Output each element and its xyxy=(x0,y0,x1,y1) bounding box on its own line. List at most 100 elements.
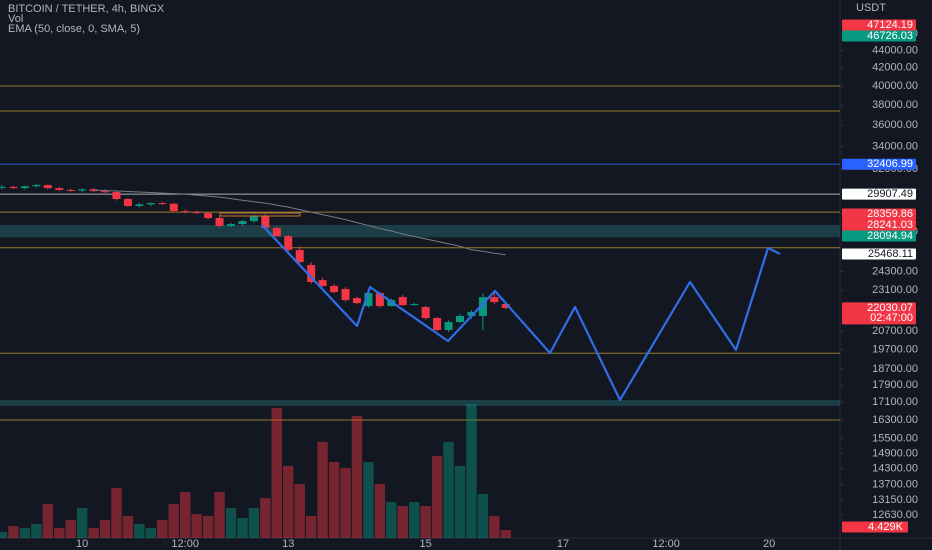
x-tick-label: 20 xyxy=(763,538,775,550)
candle-body xyxy=(55,188,64,190)
candle-body xyxy=(146,203,155,205)
y-tick-label: 40000.00 xyxy=(872,80,918,92)
price-tag xyxy=(842,158,916,170)
y-tick-label: 17100.00 xyxy=(872,396,918,408)
volume-bar xyxy=(340,467,351,538)
volume-bar xyxy=(305,515,317,538)
volume-bar xyxy=(237,517,248,538)
volume-tag-label: 4.429K xyxy=(868,521,904,533)
candle-body xyxy=(192,212,201,214)
y-tick-label: 13700.00 xyxy=(872,479,918,491)
candle-body xyxy=(433,318,442,331)
price-tag-label: 32406.99 xyxy=(867,158,913,170)
y-tick-label: 13150.00 xyxy=(872,494,918,506)
volume-bar xyxy=(248,508,260,538)
volume-bar xyxy=(477,493,489,538)
price-tag xyxy=(842,248,916,260)
candle-body xyxy=(364,293,373,307)
candle-body xyxy=(295,250,304,263)
candle-body xyxy=(9,186,18,189)
candle-body xyxy=(227,224,235,226)
candle-body xyxy=(101,191,110,193)
candle-body xyxy=(249,216,258,222)
price-tag xyxy=(842,19,916,31)
price-tag-label: 22030.07 xyxy=(867,302,913,314)
candle-body xyxy=(375,293,384,307)
candle-body xyxy=(352,298,361,304)
candle-body xyxy=(204,213,213,219)
candle-body xyxy=(112,192,121,200)
candle-body xyxy=(169,203,178,212)
price-tag-label: 46726.03 xyxy=(867,30,913,42)
candle-body xyxy=(341,288,350,301)
volume-bar xyxy=(111,487,122,538)
volume-bar xyxy=(19,528,31,538)
volume-bar xyxy=(260,498,271,538)
drawing-box xyxy=(219,212,301,217)
y-tick-label: 23100.00 xyxy=(872,284,918,296)
candle-body xyxy=(410,304,419,306)
y-tick-label: 17900.00 xyxy=(872,379,918,391)
volume-bar xyxy=(8,526,19,538)
volume-bar xyxy=(351,415,363,538)
x-tick-label: 15 xyxy=(420,538,432,550)
volume-bar xyxy=(214,491,225,538)
volume-bar xyxy=(145,528,157,538)
candle-body xyxy=(0,186,6,188)
zone xyxy=(0,224,840,238)
price-tag-label: 47124.19 xyxy=(867,19,913,31)
candle-body xyxy=(20,186,29,189)
y-tick-label: 16300.00 xyxy=(872,414,918,426)
volume-bar xyxy=(157,519,168,538)
volume-bar xyxy=(489,515,500,538)
candle-body xyxy=(66,189,75,191)
volume-bar xyxy=(420,506,431,538)
candle-body xyxy=(330,285,339,293)
y-tick-label: 14900.00 xyxy=(872,447,918,459)
countdown: 02:47:00 xyxy=(870,312,913,324)
price-tag-label: 29907.49 xyxy=(867,188,913,200)
price-tag xyxy=(842,302,916,325)
candle-body xyxy=(467,311,476,316)
price-tag-label: 25468.11 xyxy=(868,248,913,260)
y-tick-label: 36000.00 xyxy=(872,119,918,131)
y-tick-label: 38000.00 xyxy=(872,99,918,111)
y-tick-label: 42000.00 xyxy=(872,62,918,74)
x-tick-label: 12:00 xyxy=(171,538,199,550)
legend-item: Vol xyxy=(8,13,23,25)
volume-bar xyxy=(283,465,294,538)
candle-body xyxy=(78,189,87,191)
y-tick-label: 44000.00 xyxy=(872,44,918,56)
candle-body xyxy=(272,227,281,237)
y-tick-label: 34000.00 xyxy=(872,140,918,152)
y-tick-label: 18700.00 xyxy=(872,363,918,375)
x-tick-label: 10 xyxy=(76,538,88,550)
candle-body xyxy=(238,221,247,225)
volume-bar xyxy=(500,530,511,538)
legend-item: EMA (50, close, 0, SMA, 5) xyxy=(8,23,140,35)
y-tick-label: 24300.00 xyxy=(872,265,918,277)
chart-title: BITCOIN / TETHER, 4h, BINGX xyxy=(8,3,165,15)
x-tick-label: 12:00 xyxy=(652,538,680,550)
x-tick-label: 17 xyxy=(557,538,569,550)
candle-body xyxy=(490,297,499,303)
volume-bar xyxy=(76,508,88,538)
candle-body xyxy=(158,203,167,205)
volume-bar xyxy=(31,523,42,538)
candle-body xyxy=(181,211,190,213)
candle-body xyxy=(501,304,510,308)
zone xyxy=(0,400,840,406)
volume-bar xyxy=(443,441,454,538)
candle-body xyxy=(444,322,453,331)
candle-body xyxy=(43,185,52,189)
volume-tag xyxy=(842,521,908,533)
candle-body xyxy=(135,204,144,207)
volume-bar xyxy=(88,528,99,538)
projection-path xyxy=(261,224,781,402)
volume-bar xyxy=(202,515,214,538)
price-tag xyxy=(842,188,916,200)
price-tag-label: 28094.94 xyxy=(867,230,913,242)
volume-bar xyxy=(191,513,202,538)
